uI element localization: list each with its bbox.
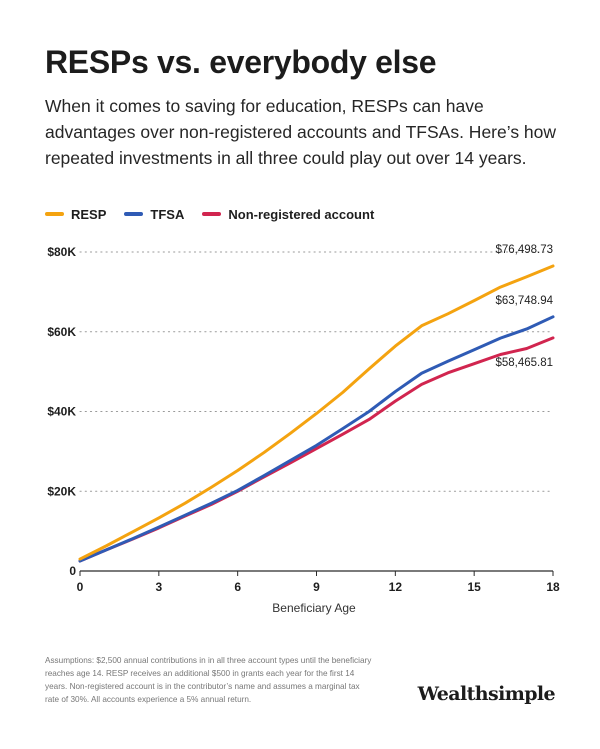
chart-subtitle: When it comes to saving for education, R…	[45, 96, 557, 168]
chart-title: RESPs vs. everybody else	[45, 44, 437, 80]
assumptions-footnote: Assumptions: $2,500 annual contributions…	[45, 656, 372, 704]
x-tick-label: 0	[77, 580, 84, 594]
legend-item-resp: RESP	[45, 207, 106, 222]
non-registered-end-label: $58,465.81	[495, 357, 553, 369]
y-tick-label: $40K	[47, 405, 76, 419]
legend-item-tfsa: TFSA	[124, 207, 184, 222]
x-axis-title: Beneficiary Age	[272, 601, 356, 615]
end-labels: $76,498.73 $63,748.94 $58,465.81	[495, 244, 553, 369]
x-tick-label: 9	[313, 580, 320, 594]
resp-line	[78, 264, 555, 561]
axes: 0 $20K $40K $60K $80K 0 3 6 9 12 15 18	[47, 245, 560, 594]
y-tick-label: $60K	[47, 325, 76, 339]
y-tick-label: 0	[69, 564, 76, 578]
non-registered-line	[78, 336, 555, 563]
resp-end-label: $76,498.73	[495, 244, 553, 256]
grid-lines	[79, 251, 554, 492]
x-tick-label: 18	[546, 580, 560, 594]
legend-label-resp: RESP	[71, 206, 107, 222]
legend-swatch-resp	[45, 212, 64, 216]
series-lines	[78, 264, 555, 563]
x-tick-label: 12	[389, 580, 403, 594]
x-tick-label: 6	[234, 580, 241, 594]
x-tick-label: 15	[467, 580, 481, 594]
x-tick-label: 3	[155, 580, 162, 594]
legend-label-non-registered: Non-registered account	[228, 206, 375, 222]
y-tick-label: $80K	[47, 245, 76, 259]
tfsa-end-label: $63,748.94	[495, 295, 553, 307]
tfsa-line	[78, 315, 555, 563]
chart-legend: RESP TFSA Non-registered account	[45, 206, 374, 222]
legend-label-tfsa: TFSA	[150, 206, 185, 222]
line-chart: 0 $20K $40K $60K $80K 0 3 6 9 12 15 18 $76,498.73 $6…	[47, 244, 560, 615]
legend-swatch-tfsa	[124, 212, 144, 216]
wealthsimple-logo: Wealthsimple	[417, 683, 556, 705]
legend-item-non-registered: Non-registered account	[202, 207, 374, 222]
legend-swatch-non-registered	[202, 212, 222, 216]
y-tick-label: $20K	[47, 484, 76, 498]
